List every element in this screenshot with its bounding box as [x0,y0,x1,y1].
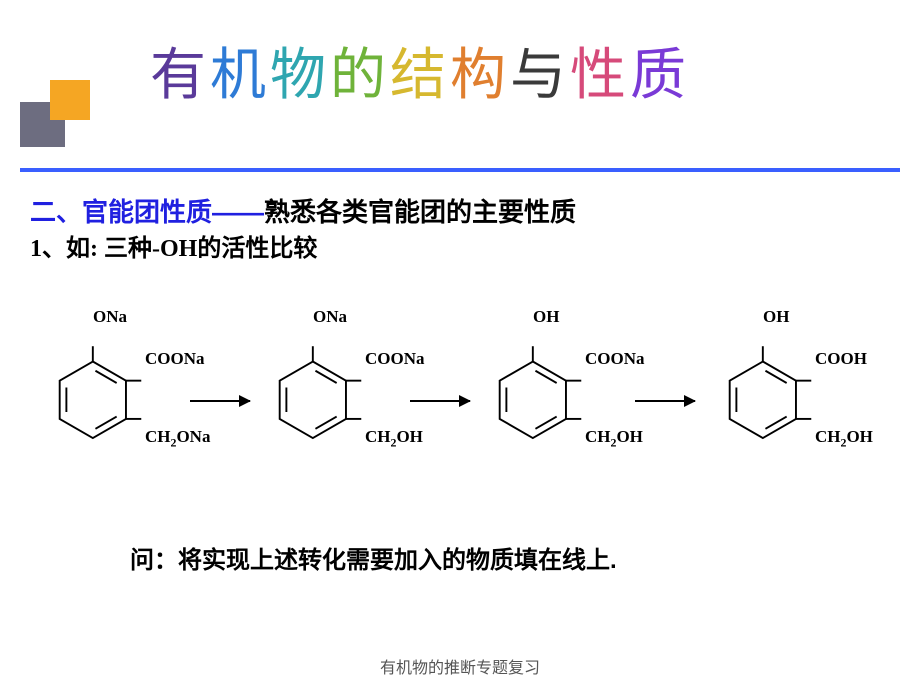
footer-text: 有机物的推断专题复习 [0,654,920,678]
subsection-text: 1、如: 三种-OH的活性比较 [30,228,317,263]
slide-title: 有机物的结构与性质 [150,30,690,111]
substituent-r1: COOH [815,349,867,369]
reaction-arrow-1 [190,400,250,402]
substituent-r1: COONa [365,349,425,369]
title-char: 有 [150,30,210,111]
molecule-2: ONaCOONaCH2OH [265,335,465,460]
reaction-arrow-3 [635,400,695,402]
substituent-r2: CH2OH [585,427,643,450]
title-char: 性 [570,30,630,111]
title-char: 机 [210,30,270,111]
title-divider [20,168,900,172]
reaction-diagram: ONa COONa CH2ONa ONa COONa CH2OH OH COONa CH2O… [20,305,900,495]
title-char: 与 [510,30,570,111]
substituent-r1: COONa [585,349,645,369]
title-char: 构 [450,30,510,111]
reaction-arrow-2 [410,400,470,402]
molecule-4: OHCOOHCH2OH [715,335,915,460]
substituent-r2: CH2ONa [145,427,210,450]
question-text: 问：将实现上述转化需要加入的物质填在线上. [130,540,617,575]
substituent-top: ONa [313,307,347,327]
section-black-text: 熟悉各类官能团的主要性质 [264,197,576,227]
section-heading: 二、官能团性质——熟悉各类官能团的主要性质 [30,192,576,229]
substituent-top: ONa [93,307,127,327]
deco-orange-square [50,80,90,120]
molecule-3: OHCOONaCH2OH [485,335,685,460]
title-char: 结 [390,30,450,111]
title-char: 质 [630,30,690,111]
substituent-top: OH [533,307,559,327]
section-blue-text: 二、官能团性质—— [30,197,264,227]
substituent-r2: CH2OH [365,427,423,450]
substituent-r1: COONa [145,349,205,369]
title-char: 的 [330,30,390,111]
title-char: 物 [270,30,330,111]
substituent-top: OH [763,307,789,327]
substituent-r2: CH2OH [815,427,873,450]
molecule-1: ONaCOONaCH2ONa [45,335,245,460]
